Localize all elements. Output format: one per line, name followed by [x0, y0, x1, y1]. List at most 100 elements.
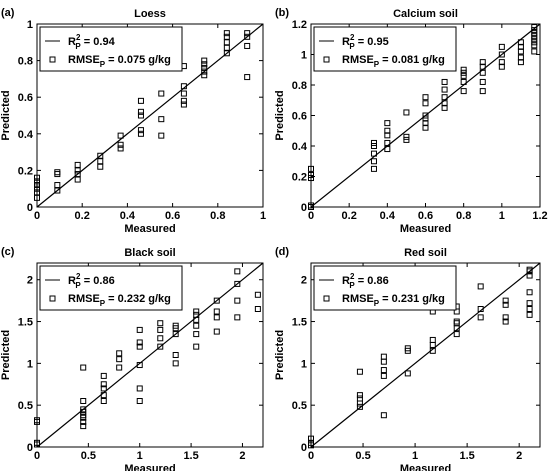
point	[460, 88, 467, 95]
point	[526, 289, 533, 296]
point	[158, 132, 165, 139]
legend-value: = 0.95	[355, 36, 389, 48]
point	[180, 83, 187, 90]
x-tick-label: 1	[412, 450, 418, 462]
legend-value: = 0.94	[81, 36, 116, 48]
legend-label: R	[68, 275, 76, 287]
legend-sub: P	[75, 42, 81, 51]
point	[100, 385, 107, 392]
point	[100, 372, 107, 379]
x-tick-label: 1	[137, 450, 143, 462]
y-tick-label: 1.5	[292, 317, 307, 329]
point	[116, 356, 123, 363]
x-tick-label: 0	[34, 450, 40, 462]
point	[498, 51, 505, 58]
point	[517, 54, 524, 61]
point	[531, 27, 538, 34]
point	[384, 139, 391, 146]
x-tick-label: 0.8	[210, 210, 225, 222]
point	[370, 143, 377, 149]
point	[201, 64, 208, 71]
point	[193, 311, 200, 318]
point	[370, 158, 377, 165]
point	[453, 331, 460, 338]
y-tick-label: 0.2	[18, 165, 33, 177]
point	[34, 417, 40, 424]
point	[356, 403, 363, 410]
point	[502, 314, 509, 321]
point	[193, 322, 200, 329]
point	[308, 165, 314, 172]
legend-sub: P	[75, 281, 81, 290]
legend-label: R	[342, 36, 350, 48]
legend-marker	[323, 295, 330, 302]
point	[422, 94, 429, 101]
legend-value: = 0.231 g/kg	[379, 293, 445, 305]
point	[201, 72, 208, 79]
legend-sub: P	[349, 42, 355, 51]
point	[116, 350, 123, 357]
point	[74, 171, 81, 178]
legend-text: R2 P = 0.94	[68, 33, 116, 51]
point	[137, 127, 144, 134]
point	[531, 39, 538, 46]
x-axis-label: Measured	[400, 223, 451, 235]
point	[356, 392, 363, 399]
point	[213, 308, 220, 315]
y-tick-label: 2	[27, 275, 33, 287]
point	[136, 385, 143, 392]
point	[34, 174, 40, 181]
point	[479, 78, 486, 85]
point	[498, 59, 505, 66]
point	[80, 412, 87, 419]
point	[441, 78, 448, 85]
point	[477, 314, 484, 321]
legend-text: R2 P = 0.86	[342, 272, 389, 290]
point	[116, 364, 123, 371]
panel: (a) Loess Measured Predicted 0 0.2 0.4 0.6 0.8 1 0…	[0, 7, 266, 235]
y-axis-label: Predicted	[0, 330, 12, 380]
point	[193, 308, 200, 315]
point	[136, 362, 143, 369]
point	[180, 90, 187, 97]
legend-label: RMSE	[68, 54, 100, 66]
point	[117, 141, 124, 148]
point	[193, 343, 200, 350]
point	[308, 202, 314, 209]
legend-box	[313, 26, 457, 72]
point	[384, 146, 391, 153]
legend-text: RMSEP = 0.081 g/kg	[342, 54, 445, 69]
point	[137, 112, 144, 119]
point	[308, 439, 314, 446]
point	[498, 43, 505, 50]
point	[429, 336, 436, 343]
panel: (c) Black soil Measured Predicted 0 0.5 1 1.5 2 0…	[0, 246, 264, 471]
legend-text: R2 P = 0.95	[342, 33, 389, 51]
panel-label: (b)	[275, 7, 289, 19]
point	[502, 301, 509, 308]
legend-label: RMSE	[342, 54, 374, 66]
point	[403, 133, 410, 140]
y-tick-label: 0.2	[292, 172, 307, 184]
x-axis-label: Measured	[400, 463, 451, 471]
point	[254, 291, 261, 298]
point	[380, 372, 387, 379]
identity-line	[310, 262, 541, 448]
point	[502, 297, 509, 304]
point	[137, 130, 144, 137]
point	[54, 182, 61, 189]
point	[479, 88, 486, 95]
point	[384, 120, 391, 127]
point	[526, 266, 533, 273]
y-tick-label: 1.2	[292, 19, 307, 31]
point	[172, 360, 179, 367]
x-tick-label: 1.5	[183, 450, 198, 462]
point	[100, 392, 107, 399]
y-tick-label: 1	[27, 358, 33, 370]
point	[157, 343, 164, 350]
legend-box	[39, 265, 183, 311]
point	[356, 368, 363, 375]
point	[234, 268, 241, 275]
point	[460, 66, 467, 73]
point	[308, 171, 314, 178]
